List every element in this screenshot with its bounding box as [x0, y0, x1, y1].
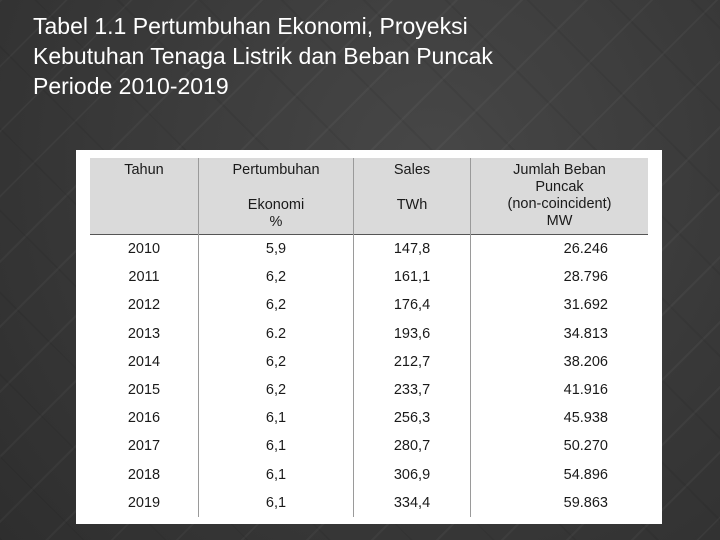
cell-peak: 54.896	[470, 460, 648, 489]
cell-peak: 34.813	[470, 319, 648, 348]
table-row: 2017 6,1 280,7 50.270	[90, 432, 648, 461]
table-row: 2019 6,1 334,4 59.863	[90, 488, 648, 517]
cell-peak: 26.246	[470, 234, 648, 264]
table-row: 2011 6,2 161,1 28.796	[90, 263, 648, 292]
cell-growth: 6,2	[198, 291, 354, 320]
cell-peak: 28.796	[470, 263, 648, 292]
cell-growth: 6,2	[198, 263, 354, 292]
table-body: 2010 5,9 147,8 26.246 2011 6,2 161,1 28.…	[90, 234, 648, 517]
title-line: Tabel 1.1 Pertumbuhan Ekonomi, Proyeksi	[33, 13, 468, 39]
projection-table: Tahun Pertumbuhan Ekonomi % Sales TWh Ju…	[90, 158, 648, 517]
cell-growth: 6,2	[198, 375, 354, 405]
cell-year: 2014	[127, 353, 161, 370]
header-growth: Pertumbuhan Ekonomi %	[198, 158, 354, 235]
cell-year: 2012	[127, 297, 161, 314]
header-sales: Sales TWh	[353, 158, 471, 235]
title-line: Kebutuhan Tenaga Listrik dan Beban Punca…	[33, 43, 493, 69]
title-line: Periode 2010-2019	[33, 73, 229, 99]
table-row: 2018 6,1 306,9 54.896	[90, 460, 648, 489]
cell-year: 2019	[127, 494, 161, 511]
cell-sales: 176,4	[353, 291, 471, 320]
cell-peak: 41.916	[470, 375, 648, 405]
cell-peak: 31.692	[470, 291, 648, 320]
header-year: Tahun	[90, 158, 199, 235]
cell-growth: 6.2	[198, 319, 354, 348]
table-image-frame: Tahun Pertumbuhan Ekonomi % Sales TWh Ju…	[76, 150, 662, 524]
table-row: 2014 6,2 212,7 38.206	[90, 347, 648, 376]
header-row: Tahun Pertumbuhan Ekonomi % Sales TWh Ju…	[90, 158, 648, 235]
table-row: 2016 6,1 256,3 45.938	[90, 404, 648, 433]
cell-sales: 193,6	[353, 319, 471, 348]
cell-peak: 38.206	[470, 347, 648, 376]
cell-year: 2015	[127, 382, 161, 399]
cell-growth: 5,9	[198, 234, 354, 264]
cell-sales: 280,7	[353, 432, 471, 461]
cell-sales: 161,1	[353, 263, 471, 292]
cell-year: 2017	[127, 438, 161, 455]
header-peak-load: Jumlah Beban Puncak (non-coincident) MW	[470, 158, 648, 235]
cell-sales: 306,9	[353, 460, 471, 489]
cell-year: 2011	[128, 269, 160, 286]
table-row: 2012 6,2 176,4 31.692	[90, 291, 648, 320]
cell-year: 2010	[127, 241, 161, 258]
cell-sales: 147,8	[353, 234, 471, 264]
cell-sales: 233,7	[353, 375, 471, 405]
cell-growth: 6,1	[198, 404, 354, 433]
cell-growth: 6,1	[198, 432, 354, 461]
cell-growth: 6,2	[198, 347, 354, 376]
table-header: Tahun Pertumbuhan Ekonomi % Sales TWh Ju…	[90, 158, 648, 235]
cell-sales: 334,4	[353, 488, 471, 517]
cell-growth: 6,1	[198, 460, 354, 489]
table-row: 2013 6.2 193,6 34.813	[90, 319, 648, 348]
cell-year: 2018	[127, 466, 161, 483]
cell-year: 2016	[127, 410, 161, 427]
cell-peak: 50.270	[470, 432, 648, 461]
cell-year: 2013	[127, 325, 161, 342]
cell-sales: 256,3	[353, 404, 471, 433]
table-row: 2015 6,2 233,7 41.916	[90, 375, 648, 405]
cell-growth: 6,1	[198, 488, 354, 517]
cell-peak: 59.863	[470, 488, 648, 517]
cell-peak: 45.938	[470, 404, 648, 433]
cell-sales: 212,7	[353, 347, 471, 376]
table-row: 2010 5,9 147,8 26.246	[90, 234, 648, 264]
slide-title: Tabel 1.1 Pertumbuhan Ekonomi, Proyeksi …	[33, 11, 633, 101]
